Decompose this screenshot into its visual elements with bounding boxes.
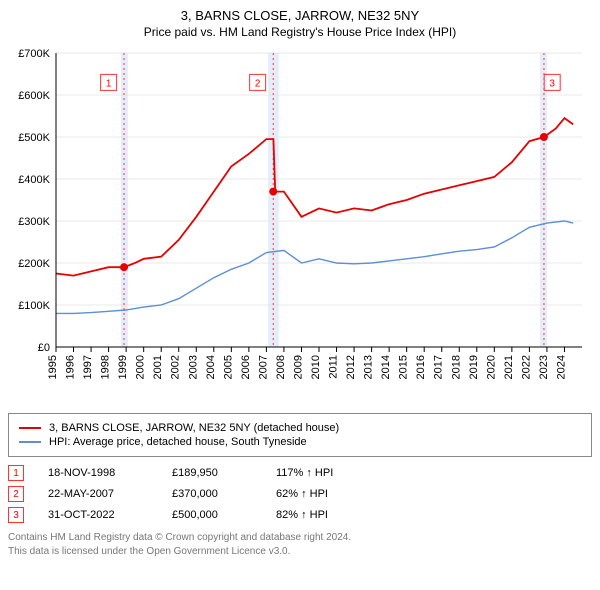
row-price: £500,000 — [172, 509, 252, 521]
svg-text:2019: 2019 — [468, 355, 480, 379]
svg-text:2008: 2008 — [275, 355, 287, 379]
svg-text:2000: 2000 — [135, 355, 147, 379]
row-marker-icon: 3 — [8, 507, 24, 523]
row-hpi: 82% ↑ HPI — [276, 509, 366, 521]
legend-label-hpi: HPI: Average price, detached house, Sout… — [49, 436, 307, 448]
row-marker-icon: 2 — [8, 486, 24, 502]
svg-text:2005: 2005 — [222, 355, 234, 379]
legend-swatch-subject — [19, 427, 41, 429]
svg-text:£200K: £200K — [18, 258, 50, 270]
svg-text:£500K: £500K — [18, 132, 50, 144]
svg-text:2: 2 — [255, 78, 261, 89]
svg-text:2001: 2001 — [152, 355, 164, 379]
svg-text:2018: 2018 — [450, 355, 462, 379]
row-date: 18-NOV-1998 — [48, 467, 148, 479]
page-subtitle: Price paid vs. HM Land Registry's House … — [8, 25, 592, 39]
svg-text:2010: 2010 — [310, 355, 322, 379]
svg-text:£300K: £300K — [18, 216, 50, 228]
row-marker-icon: 1 — [8, 465, 24, 481]
legend-item-subject: 3, BARNS CLOSE, JARROW, NE32 5NY (detach… — [19, 422, 581, 434]
legend-item-hpi: HPI: Average price, detached house, Sout… — [19, 436, 581, 448]
table-row: 3 31-OCT-2022 £500,000 82% ↑ HPI — [8, 507, 592, 523]
transactions-table: 1 18-NOV-1998 £189,950 117% ↑ HPI 2 22-M… — [8, 465, 592, 523]
row-price: £189,950 — [172, 467, 252, 479]
svg-text:2022: 2022 — [520, 355, 532, 379]
svg-text:£600K: £600K — [18, 90, 50, 102]
legend-label-subject: 3, BARNS CLOSE, JARROW, NE32 5NY (detach… — [49, 422, 339, 434]
svg-text:2014: 2014 — [380, 355, 392, 379]
svg-text:2012: 2012 — [345, 355, 357, 379]
svg-text:2021: 2021 — [503, 355, 515, 379]
svg-text:2011: 2011 — [328, 355, 340, 379]
legend: 3, BARNS CLOSE, JARROW, NE32 5NY (detach… — [8, 413, 592, 457]
svg-text:2017: 2017 — [433, 355, 445, 379]
svg-text:1996: 1996 — [65, 355, 77, 379]
svg-text:3: 3 — [549, 78, 555, 89]
svg-text:2020: 2020 — [485, 355, 497, 379]
svg-text:£700K: £700K — [18, 48, 50, 60]
footnote: Contains HM Land Registry data © Crown c… — [8, 531, 592, 559]
svg-text:2009: 2009 — [292, 355, 304, 379]
row-date: 22-MAY-2007 — [48, 488, 148, 500]
row-price: £370,000 — [172, 488, 252, 500]
svg-text:2007: 2007 — [257, 355, 269, 379]
svg-text:2002: 2002 — [170, 355, 182, 379]
svg-text:£0: £0 — [38, 342, 50, 354]
svg-text:2006: 2006 — [240, 355, 252, 379]
row-date: 31-OCT-2022 — [48, 509, 148, 521]
svg-text:1999: 1999 — [117, 355, 129, 379]
svg-text:1998: 1998 — [100, 355, 112, 379]
svg-text:2004: 2004 — [205, 355, 217, 379]
legend-swatch-hpi — [19, 441, 41, 443]
svg-text:2016: 2016 — [415, 355, 427, 379]
svg-text:1995: 1995 — [47, 355, 59, 379]
price-chart: £0 £100K £200K £300K £400K £500K £600K £700K 199… — [8, 47, 592, 407]
svg-text:1997: 1997 — [82, 355, 94, 379]
svg-text:2015: 2015 — [398, 355, 410, 379]
row-hpi: 62% ↑ HPI — [276, 488, 366, 500]
svg-text:2003: 2003 — [187, 355, 199, 379]
table-row: 2 22-MAY-2007 £370,000 62% ↑ HPI — [8, 486, 592, 502]
svg-text:2024: 2024 — [555, 355, 567, 379]
svg-text:£400K: £400K — [18, 174, 50, 186]
svg-text:2013: 2013 — [363, 355, 375, 379]
svg-text:2023: 2023 — [538, 355, 550, 379]
page-title: 3, BARNS CLOSE, JARROW, NE32 5NY — [8, 8, 592, 23]
svg-text:£100K: £100K — [18, 300, 50, 312]
svg-text:1: 1 — [106, 78, 112, 89]
table-row: 1 18-NOV-1998 £189,950 117% ↑ HPI — [8, 465, 592, 481]
row-hpi: 117% ↑ HPI — [276, 467, 366, 479]
